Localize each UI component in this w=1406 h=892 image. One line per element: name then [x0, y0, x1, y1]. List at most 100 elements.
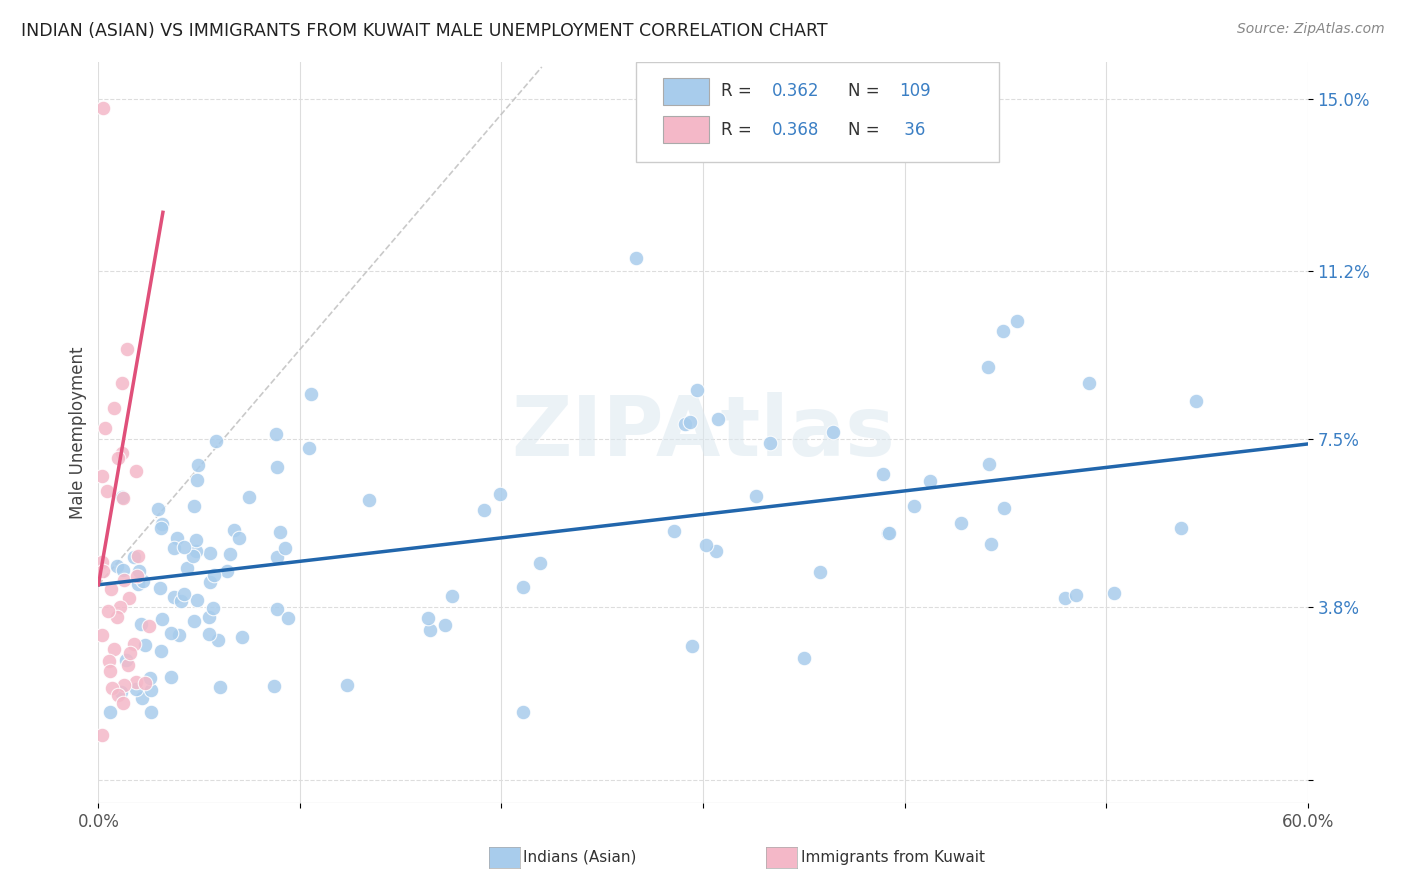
Point — [127, 549, 149, 564]
Point — [98, 664, 121, 678]
Point — [150, 517, 173, 532]
Point — [163, 541, 186, 556]
Point — [198, 574, 221, 589]
Point — [150, 644, 173, 658]
Point — [138, 618, 160, 632]
Point — [877, 526, 900, 541]
Text: INDIAN (ASIAN) VS IMMIGRANTS FROM KUWAIT MALE UNEMPLOYMENT CORRELATION CHART: INDIAN (ASIAN) VS IMMIGRANTS FROM KUWAIT… — [21, 22, 828, 40]
Point — [877, 525, 900, 540]
Point — [167, 628, 190, 642]
Point — [149, 581, 172, 595]
Point — [141, 705, 163, 719]
Point — [134, 638, 156, 652]
Point — [150, 521, 173, 535]
Point — [202, 601, 225, 615]
Point — [122, 550, 145, 565]
Point — [198, 610, 221, 624]
Point — [139, 671, 162, 685]
Point — [125, 675, 148, 690]
Point — [131, 690, 153, 705]
Point — [673, 417, 696, 431]
Point — [186, 473, 208, 487]
Point — [122, 637, 145, 651]
Point — [793, 650, 815, 665]
Point — [512, 580, 534, 594]
FancyBboxPatch shape — [637, 62, 1000, 162]
Point — [433, 618, 456, 632]
Point — [1064, 588, 1087, 602]
Point — [512, 705, 534, 719]
Point — [529, 557, 551, 571]
Point — [170, 594, 193, 608]
Point — [224, 524, 246, 538]
Point — [181, 549, 204, 563]
Point — [105, 609, 128, 624]
Point — [115, 652, 138, 666]
Point — [112, 678, 135, 692]
Point — [98, 705, 121, 719]
Text: 109: 109 — [898, 82, 931, 100]
Point — [681, 640, 703, 654]
Point — [111, 376, 134, 391]
Point — [129, 617, 152, 632]
Point — [108, 600, 131, 615]
Point — [100, 582, 122, 597]
Text: Immigrants from Kuwait: Immigrants from Kuwait — [801, 850, 986, 864]
Point — [139, 682, 162, 697]
Point — [198, 546, 221, 560]
Point — [1007, 314, 1029, 328]
Point — [127, 577, 149, 591]
Point — [217, 564, 239, 578]
Point — [150, 612, 173, 626]
Point — [472, 503, 495, 517]
Point — [219, 547, 242, 561]
Point — [441, 590, 464, 604]
Point — [91, 101, 114, 115]
Point — [416, 611, 439, 625]
Point — [173, 587, 195, 601]
Point — [111, 446, 134, 460]
Point — [273, 541, 295, 555]
Point — [148, 502, 170, 516]
Point — [125, 464, 148, 478]
Point — [112, 491, 135, 506]
Point — [187, 458, 209, 472]
Point — [977, 457, 1000, 471]
Point — [117, 658, 139, 673]
Point — [745, 489, 768, 503]
Point — [111, 696, 134, 710]
Point — [183, 499, 205, 513]
Point — [107, 451, 129, 466]
Text: 0.362: 0.362 — [772, 82, 820, 100]
Point — [115, 342, 138, 356]
Point — [101, 681, 124, 695]
Point — [110, 685, 132, 699]
Point — [103, 641, 125, 656]
Point — [112, 573, 135, 587]
Point — [488, 487, 510, 501]
Point — [96, 484, 118, 499]
Point — [685, 384, 707, 398]
Point — [269, 524, 291, 539]
Text: 36: 36 — [898, 120, 925, 139]
Point — [980, 537, 1002, 551]
Point — [111, 490, 134, 504]
Point — [118, 646, 141, 660]
Point — [105, 559, 128, 574]
Point — [91, 728, 114, 742]
Point — [231, 631, 253, 645]
Point — [163, 590, 186, 604]
Point — [186, 593, 208, 607]
Point — [679, 415, 702, 429]
Point — [993, 501, 1015, 516]
Text: R =: R = — [721, 120, 758, 139]
Point — [664, 524, 686, 539]
Point — [183, 614, 205, 628]
Point — [91, 564, 114, 578]
Point — [918, 474, 941, 488]
Point — [1078, 376, 1101, 390]
Point — [298, 441, 321, 455]
Point — [91, 555, 114, 569]
Point — [808, 566, 831, 580]
Text: 0.368: 0.368 — [772, 120, 820, 139]
